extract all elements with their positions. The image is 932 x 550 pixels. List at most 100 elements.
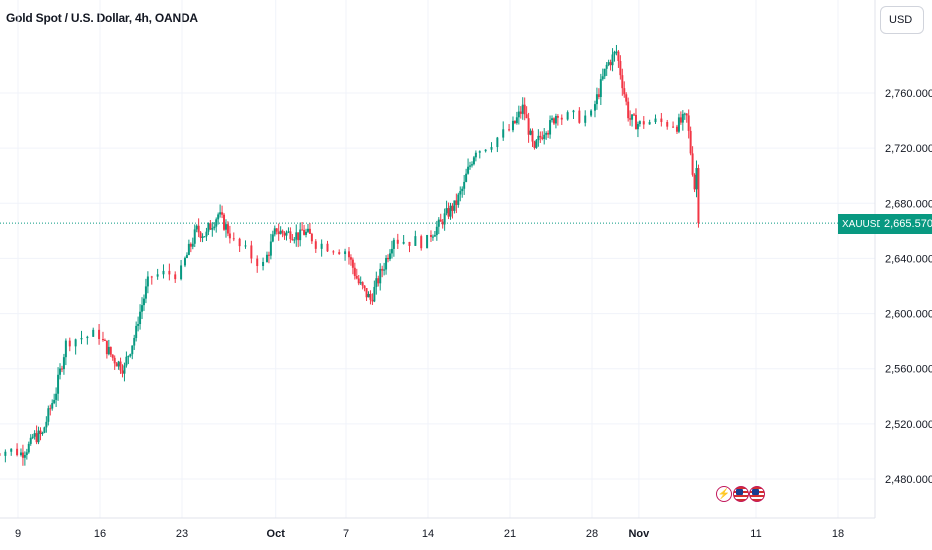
candle-body bbox=[605, 64, 608, 69]
time-tick-label: 28 bbox=[586, 528, 598, 540]
candle-body bbox=[392, 239, 395, 249]
candle bbox=[27, 441, 30, 454]
candle-body bbox=[545, 132, 548, 135]
candle bbox=[408, 241, 411, 253]
candle bbox=[605, 62, 608, 76]
candle-body bbox=[619, 61, 622, 76]
candle-body bbox=[131, 345, 134, 355]
candle-body bbox=[511, 120, 514, 131]
candle-body bbox=[388, 253, 391, 260]
candle-body bbox=[666, 122, 669, 127]
candle-body bbox=[98, 329, 101, 340]
candle-body bbox=[205, 231, 208, 237]
candle-body bbox=[326, 243, 329, 252]
candle bbox=[615, 44, 618, 56]
price-tick-label: 2,600.000 bbox=[885, 309, 932, 321]
candle bbox=[445, 200, 448, 216]
candle-body bbox=[127, 356, 130, 358]
candle-body bbox=[513, 120, 516, 124]
candle-body bbox=[168, 270, 171, 275]
candle bbox=[433, 231, 436, 237]
candle-body bbox=[467, 166, 470, 174]
candle bbox=[326, 240, 329, 253]
candle-body bbox=[107, 346, 110, 355]
candle-body bbox=[365, 287, 368, 298]
candle bbox=[357, 275, 360, 286]
chart-title: Gold Spot / U.S. Dollar, 4h, OANDA bbox=[6, 11, 198, 25]
candle-body bbox=[277, 231, 280, 235]
time-axis: 9 16 23 Oct 7 14 21 28 Nov 11 18 bbox=[15, 528, 844, 540]
candle bbox=[695, 160, 698, 198]
candle bbox=[457, 192, 460, 208]
candle bbox=[566, 110, 569, 121]
candle-body bbox=[478, 151, 481, 153]
candle-body bbox=[109, 346, 112, 355]
candle bbox=[162, 264, 165, 279]
candle-body bbox=[0, 453, 1, 456]
currency-button[interactable]: USD bbox=[880, 6, 924, 34]
candle bbox=[203, 236, 206, 238]
candle-body bbox=[681, 114, 684, 123]
candle bbox=[146, 271, 149, 294]
candle bbox=[437, 217, 440, 235]
candle bbox=[593, 100, 596, 118]
price-tick-label: 2,680.000 bbox=[885, 198, 932, 210]
candle bbox=[426, 234, 429, 249]
us-flag-icon[interactable] bbox=[733, 486, 749, 502]
candle bbox=[314, 239, 317, 253]
candle bbox=[459, 186, 462, 202]
candle bbox=[23, 451, 26, 466]
candle-body bbox=[552, 118, 555, 124]
candle-body bbox=[390, 248, 393, 254]
candle-body bbox=[16, 448, 19, 456]
candle bbox=[621, 68, 624, 96]
candle-body bbox=[287, 231, 290, 233]
candle-body bbox=[551, 118, 554, 121]
candle-body bbox=[381, 268, 384, 271]
candle-body bbox=[554, 115, 557, 124]
candle bbox=[517, 105, 520, 125]
candle bbox=[344, 248, 347, 261]
candle-body bbox=[543, 134, 546, 139]
candle-body bbox=[123, 365, 126, 374]
candle-body bbox=[223, 214, 226, 230]
candle-body bbox=[92, 329, 95, 337]
candle-body bbox=[305, 231, 308, 235]
candle bbox=[115, 362, 118, 367]
candle-body bbox=[529, 130, 532, 135]
candle-body bbox=[119, 361, 122, 371]
candle bbox=[281, 229, 284, 238]
candle-body bbox=[49, 408, 52, 410]
candle-body bbox=[64, 340, 67, 358]
candle bbox=[361, 281, 364, 290]
candle-body bbox=[683, 113, 686, 115]
candle bbox=[387, 254, 390, 263]
candle-body bbox=[51, 403, 54, 409]
candle-body bbox=[496, 137, 499, 148]
price-axis: 2,480.000 2,520.000 2,560.000 2,600.000 2,64… bbox=[885, 88, 932, 486]
candle bbox=[527, 112, 530, 143]
candle-body bbox=[451, 205, 454, 211]
candle-body bbox=[685, 113, 688, 116]
candle-body bbox=[517, 111, 520, 118]
candle bbox=[43, 426, 46, 434]
candle-body bbox=[420, 236, 423, 249]
candle bbox=[180, 260, 183, 281]
candle bbox=[611, 48, 614, 72]
candle-body bbox=[617, 51, 620, 62]
candle bbox=[299, 222, 302, 247]
candle-body bbox=[463, 181, 466, 189]
candle bbox=[634, 108, 637, 130]
candle bbox=[552, 117, 555, 125]
candle-body bbox=[693, 174, 696, 190]
candle bbox=[209, 220, 212, 230]
us-flag-icon[interactable] bbox=[749, 486, 765, 502]
candle-body bbox=[469, 165, 472, 167]
candle-body bbox=[209, 223, 212, 230]
candle bbox=[519, 106, 522, 119]
lightning-icon[interactable]: ⚡ bbox=[716, 486, 732, 502]
candle-body bbox=[435, 226, 438, 236]
candle-body bbox=[455, 200, 458, 205]
candle bbox=[623, 81, 626, 98]
